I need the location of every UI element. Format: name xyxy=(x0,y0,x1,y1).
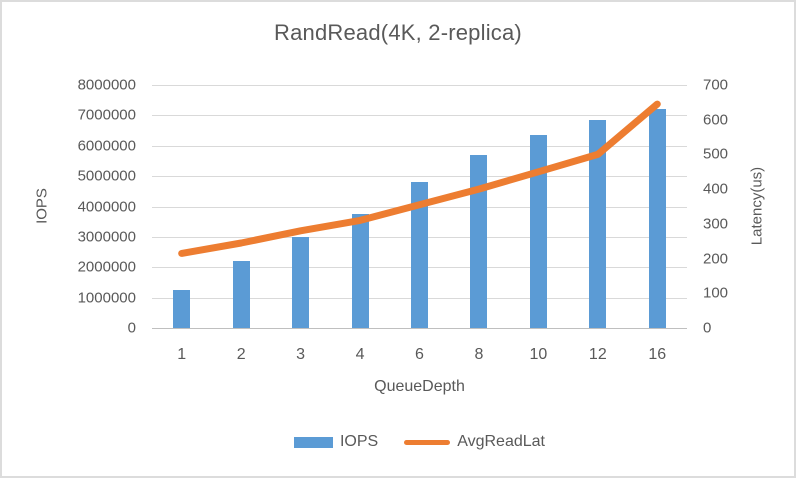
right-tick-label: 700 xyxy=(703,76,729,94)
left-tick-label: 8000000 xyxy=(77,76,136,94)
legend-label: IOPS xyxy=(339,433,379,450)
x-axis-title: QueueDepth xyxy=(374,378,465,395)
left-tick-label: 2000000 xyxy=(77,258,136,276)
bar-qd-16 xyxy=(648,109,666,328)
left-tick-label: 3000000 xyxy=(77,228,136,246)
right-tick-label: 600 xyxy=(703,111,729,129)
left-tick-label: 6000000 xyxy=(77,137,136,155)
left-tick-label: 1000000 xyxy=(77,289,136,307)
x-tick-label-2: 2 xyxy=(236,346,246,363)
x-tick-label-6: 6 xyxy=(415,346,424,363)
left-tick-label: 5000000 xyxy=(77,167,136,185)
bar-qd-8 xyxy=(470,154,488,328)
gridline xyxy=(152,176,687,178)
bar-qd-2 xyxy=(232,261,250,328)
right-tick-label: 400 xyxy=(703,180,729,198)
line-series-layer xyxy=(178,100,661,257)
legend-bar-swatch xyxy=(293,436,333,448)
x-tick-label-4: 4 xyxy=(355,346,365,363)
legend-item-iops: IOPS xyxy=(293,433,379,451)
gridline xyxy=(152,85,687,86)
right-tick-label: 100 xyxy=(703,284,729,302)
right-tick-label: 0 xyxy=(703,319,712,337)
left-tick-label: 4000000 xyxy=(77,198,136,215)
legend-line-swatch xyxy=(404,439,451,445)
x-tick-label-16: 16 xyxy=(648,346,667,363)
left-axis-title: IOPS xyxy=(33,188,51,224)
bar-qd-6 xyxy=(411,182,428,328)
bar-qd-3 xyxy=(292,236,310,328)
bar-qd-1 xyxy=(173,290,191,328)
legend: IOPS AvgReadLat xyxy=(152,433,687,451)
x-tick-label-3: 3 xyxy=(296,346,306,363)
bar-qd-10 xyxy=(529,135,547,328)
right-axis-title: Latency(us) xyxy=(748,166,766,246)
chart-title: RandRead(4K, 2-replica) xyxy=(274,20,522,45)
right-tick-label: 300 xyxy=(703,215,729,233)
left-tick-label: 0 xyxy=(127,319,136,337)
x-axis-line xyxy=(152,328,687,329)
right-tick-label: 500 xyxy=(703,145,729,163)
gridline xyxy=(152,145,687,147)
legend-label: AvgReadLat xyxy=(457,433,545,450)
x-tick-label-8: 8 xyxy=(474,346,484,363)
left-tick-label: 7000000 xyxy=(77,106,136,124)
right-tick-label: 200 xyxy=(703,250,729,268)
bar-qd-12 xyxy=(589,119,607,328)
x-tick-label-1: 1 xyxy=(177,346,187,363)
bar-qd-4 xyxy=(351,214,369,328)
legend-item-avgreadlat: AvgReadLat xyxy=(404,433,545,451)
avgreadlat-line xyxy=(178,100,661,257)
plot-area xyxy=(152,85,687,329)
x-tick-label-10: 10 xyxy=(529,346,548,363)
x-tick-label-12: 12 xyxy=(588,346,607,363)
gridline xyxy=(152,115,687,117)
